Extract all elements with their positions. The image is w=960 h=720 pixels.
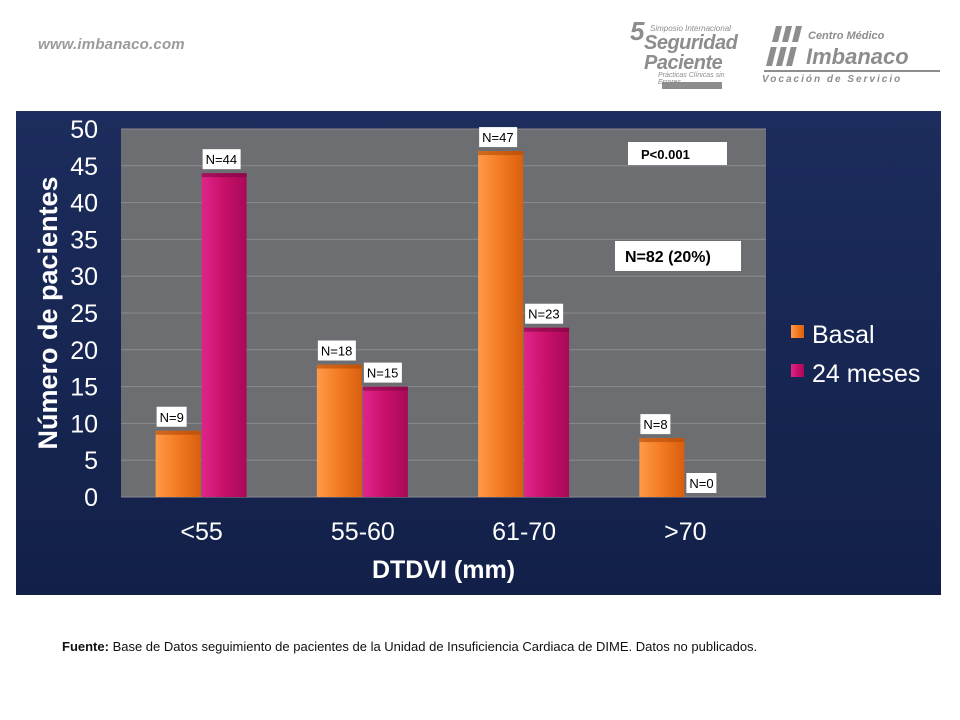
data-label: N=44 bbox=[206, 152, 237, 167]
y-tick-label: 10 bbox=[70, 410, 98, 438]
x-axis-title: DTDVI (mm) bbox=[372, 556, 515, 584]
data-label-box bbox=[525, 303, 564, 324]
x-tick-label: <55 bbox=[180, 518, 222, 546]
bar-basal bbox=[478, 151, 524, 497]
data-label-box bbox=[363, 362, 402, 383]
data-label: N=9 bbox=[160, 410, 184, 425]
x-tick-label: 61-70 bbox=[492, 518, 556, 546]
bar-cap bbox=[478, 151, 524, 156]
y-axis-title: Número de pacientes bbox=[33, 176, 63, 449]
legend-label: 24 meses bbox=[812, 360, 920, 388]
data-label: N=0 bbox=[689, 476, 713, 491]
bar-cap bbox=[316, 364, 362, 369]
y-tick-label: 20 bbox=[70, 337, 98, 365]
y-tick-label: 15 bbox=[70, 374, 98, 402]
data-label: N=15 bbox=[367, 366, 398, 381]
y-tick-label: 0 bbox=[84, 484, 98, 512]
bar-cap bbox=[362, 386, 408, 391]
y-tick-label: 35 bbox=[70, 226, 98, 254]
bar-cap bbox=[201, 173, 247, 178]
annotation-box bbox=[615, 241, 741, 271]
y-tick-label: 5 bbox=[84, 447, 98, 475]
annotation-box bbox=[628, 142, 727, 165]
bar-cap bbox=[639, 438, 685, 443]
y-tick-label: 45 bbox=[70, 153, 98, 181]
data-label-box bbox=[202, 149, 241, 170]
legend-swatch bbox=[791, 325, 804, 338]
data-label: N=8 bbox=[643, 417, 667, 432]
data-label-box bbox=[156, 406, 187, 427]
legend-label: Basal bbox=[812, 321, 875, 349]
symposium-logo: 5 Simposio Internacional Seguridad Pacie… bbox=[628, 14, 738, 92]
website-url: www.imbanaco.com bbox=[38, 36, 185, 53]
footnote-source-label: Fuente: bbox=[62, 639, 109, 654]
bar-basal bbox=[639, 438, 685, 497]
symposium-number: 5 bbox=[630, 16, 645, 46]
data-label: N=18 bbox=[321, 344, 352, 359]
footnote-text: Base de Datos seguimiento de pacientes d… bbox=[108, 639, 758, 654]
imbanaco-logo: Centro Médico Imbanaco Vocación de Servi… bbox=[760, 22, 940, 92]
imbanaco-mark-icon bbox=[764, 26, 802, 66]
y-tick-label: 25 bbox=[70, 300, 98, 328]
data-label-box bbox=[317, 340, 356, 361]
imbanaco-line1: Centro Médico bbox=[808, 30, 885, 42]
bar-basal bbox=[155, 430, 201, 497]
data-label-box bbox=[479, 127, 518, 148]
bar-cap bbox=[155, 430, 201, 435]
symposium-line2: Seguridad bbox=[644, 32, 738, 54]
imbanaco-line2: Imbanaco bbox=[806, 44, 909, 69]
bar-24-meses bbox=[201, 173, 247, 497]
x-tick-label: >70 bbox=[664, 518, 706, 546]
data-label: N=47 bbox=[482, 130, 513, 145]
annotation-n-total: N=82 (20%) bbox=[625, 249, 711, 266]
symposium-line3: Paciente bbox=[644, 52, 723, 74]
y-tick-label: 40 bbox=[70, 190, 98, 218]
bar-cap bbox=[524, 327, 570, 332]
data-label-box bbox=[640, 414, 671, 435]
legend-swatch bbox=[791, 364, 804, 377]
x-tick-label: 55-60 bbox=[331, 518, 395, 546]
symposium-date-bar bbox=[662, 82, 722, 89]
annotation-p-value: P<0.001 bbox=[641, 147, 690, 162]
imbanaco-rule bbox=[764, 70, 940, 72]
bar-basal bbox=[316, 364, 362, 497]
bar-24-meses bbox=[362, 386, 408, 497]
y-tick-label: 50 bbox=[70, 116, 98, 144]
data-label: N=23 bbox=[528, 307, 559, 322]
data-label-box bbox=[686, 473, 717, 493]
bar-24-meses bbox=[524, 327, 570, 497]
source-footnote: Fuente: Base de Datos seguimiento de pac… bbox=[62, 639, 757, 654]
symposium-line1: Simposio Internacional bbox=[650, 24, 731, 33]
y-tick-label: 30 bbox=[70, 263, 98, 291]
imbanaco-tagline: Vocación de Servicio bbox=[762, 74, 903, 85]
